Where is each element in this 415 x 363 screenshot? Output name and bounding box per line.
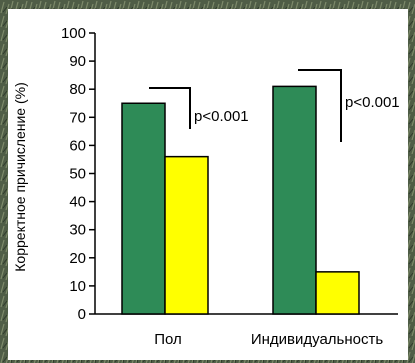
y-tick-label: 100 [61,25,86,42]
significance-bracket [149,87,191,129]
x-tick-label: Индивидуальность [251,331,384,348]
y-axis: 0 10 20 30 40 50 60 70 80 90 100 [61,25,398,323]
chart-panel: Корректное причисление (%) 0 10 20 30 40 50 60… [8,9,408,360]
y-tick-label: 60 [69,137,86,154]
y-tick-label: 10 [69,278,86,295]
y-tick-label: 90 [69,53,86,70]
bar-green-1 [272,85,317,315]
y-tick-label: 80 [69,81,86,98]
y-tick-label: 20 [69,250,86,267]
bars [121,85,360,315]
bar-yellow-1 [315,271,360,315]
p-value-label: p<0.001 [345,94,400,111]
x-tick-label: Пол [154,331,182,348]
significance-bracket [298,69,342,142]
y-tick-label: 0 [78,306,86,323]
y-tick-label: 70 [69,109,86,126]
significance-brackets: p<0.001 p<0.001 [149,69,400,142]
y-tick-label: 50 [69,166,86,183]
y-tick-label: 30 [69,222,86,239]
bar-chart: Корректное причисление (%) 0 10 20 30 40 50 60… [12,25,400,348]
bar-yellow-0 [164,155,209,315]
p-value-label: p<0.001 [194,108,249,125]
x-tick-labels: Пол Индивидуальность [154,331,383,348]
bar-green-0 [121,102,166,315]
y-axis-label: Корректное причисление (%) [12,82,28,271]
y-tick-label: 40 [69,194,86,211]
